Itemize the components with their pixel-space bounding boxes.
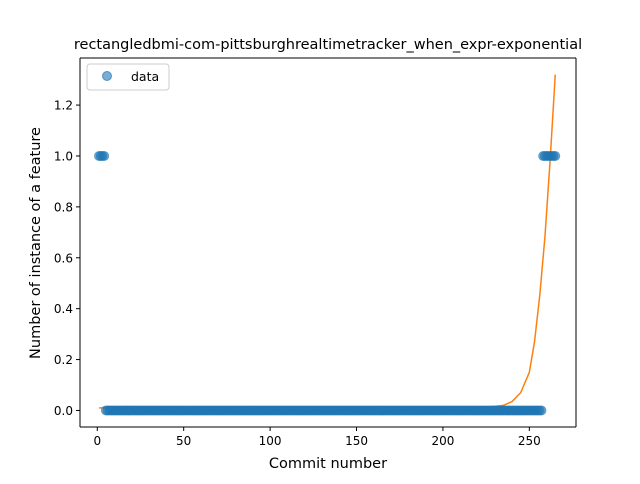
data-points-layer xyxy=(94,150,561,416)
x-tick-label: 150 xyxy=(345,434,368,448)
legend-frame xyxy=(86,63,170,91)
legend: data xyxy=(86,63,170,91)
x-tick-label: 0 xyxy=(93,434,101,448)
data-point xyxy=(536,405,547,416)
x-tick-label: 250 xyxy=(518,434,541,448)
y-tick-label: 1.2 xyxy=(54,99,73,113)
y-tick-label: 1.0 xyxy=(54,149,73,163)
x-tick-label: 50 xyxy=(176,434,191,448)
y-tick-label: 0.0 xyxy=(54,404,73,418)
x-tick-label: 100 xyxy=(259,434,282,448)
chart-title: rectangledbmi-com-pittsburghrealtimetrac… xyxy=(74,37,582,53)
x-tick-label: 200 xyxy=(431,434,454,448)
legend-label: data xyxy=(131,69,159,84)
y-tick-label: 0.4 xyxy=(54,302,73,316)
y-tick-label: 0.6 xyxy=(54,251,73,265)
x-axis-label: Commit number xyxy=(269,456,387,472)
axes-layer: 0 50 100 150 200 250 0.0 0.2 0.4 0.6 0.8 1.0 1.2 xyxy=(54,57,577,448)
legend-marker xyxy=(102,71,112,81)
y-tick-label: 0.8 xyxy=(54,200,73,214)
y-axis-label: Number of instance of a feature xyxy=(28,127,44,359)
data-point xyxy=(99,150,110,161)
data-point xyxy=(550,150,561,161)
y-tick-label: 0.2 xyxy=(54,353,73,367)
